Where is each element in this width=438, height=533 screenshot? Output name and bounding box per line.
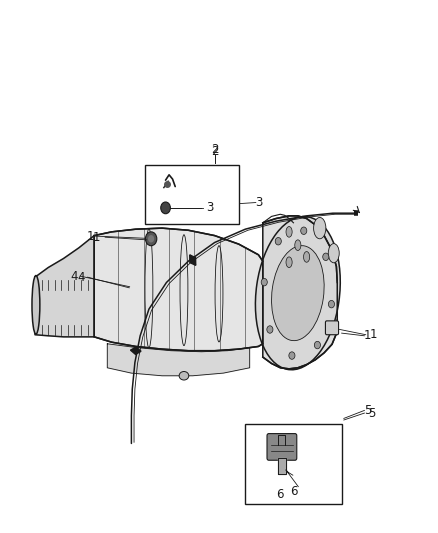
Ellipse shape bbox=[304, 252, 310, 262]
Text: 1: 1 bbox=[92, 231, 100, 244]
Polygon shape bbox=[131, 347, 141, 351]
Text: 6: 6 bbox=[276, 488, 284, 501]
Text: 5: 5 bbox=[364, 404, 371, 417]
Text: 1: 1 bbox=[87, 230, 94, 243]
Circle shape bbox=[267, 326, 273, 333]
Circle shape bbox=[145, 232, 157, 246]
Ellipse shape bbox=[255, 216, 340, 370]
Text: 5: 5 bbox=[368, 407, 375, 419]
Bar bbox=[245, 424, 342, 504]
Ellipse shape bbox=[179, 372, 189, 380]
Text: 4: 4 bbox=[71, 270, 78, 282]
Ellipse shape bbox=[286, 257, 292, 268]
Ellipse shape bbox=[286, 227, 292, 237]
Circle shape bbox=[289, 352, 295, 359]
Circle shape bbox=[323, 253, 329, 261]
Ellipse shape bbox=[272, 246, 324, 341]
Ellipse shape bbox=[32, 276, 40, 334]
Polygon shape bbox=[131, 350, 141, 354]
Circle shape bbox=[314, 341, 321, 349]
Text: 1: 1 bbox=[364, 329, 372, 342]
FancyBboxPatch shape bbox=[325, 321, 339, 335]
Circle shape bbox=[261, 278, 267, 286]
Polygon shape bbox=[190, 255, 196, 265]
Polygon shape bbox=[35, 236, 94, 337]
Ellipse shape bbox=[314, 217, 326, 239]
Circle shape bbox=[301, 227, 307, 235]
Text: 1: 1 bbox=[369, 328, 377, 341]
Polygon shape bbox=[107, 344, 250, 376]
Text: 6: 6 bbox=[290, 486, 297, 498]
Circle shape bbox=[328, 301, 335, 308]
Polygon shape bbox=[278, 458, 286, 474]
Text: 2: 2 bbox=[211, 146, 219, 158]
Polygon shape bbox=[94, 228, 263, 351]
Text: 2: 2 bbox=[211, 143, 219, 156]
Text: 4: 4 bbox=[77, 271, 85, 284]
Circle shape bbox=[275, 238, 281, 245]
Circle shape bbox=[161, 202, 170, 214]
Polygon shape bbox=[263, 216, 337, 369]
Text: 3: 3 bbox=[255, 196, 262, 209]
Bar bbox=[145, 165, 239, 224]
Polygon shape bbox=[190, 255, 196, 265]
Ellipse shape bbox=[295, 240, 301, 251]
Circle shape bbox=[148, 235, 154, 243]
Text: 3: 3 bbox=[206, 201, 213, 214]
FancyBboxPatch shape bbox=[267, 434, 297, 461]
Ellipse shape bbox=[328, 244, 339, 263]
